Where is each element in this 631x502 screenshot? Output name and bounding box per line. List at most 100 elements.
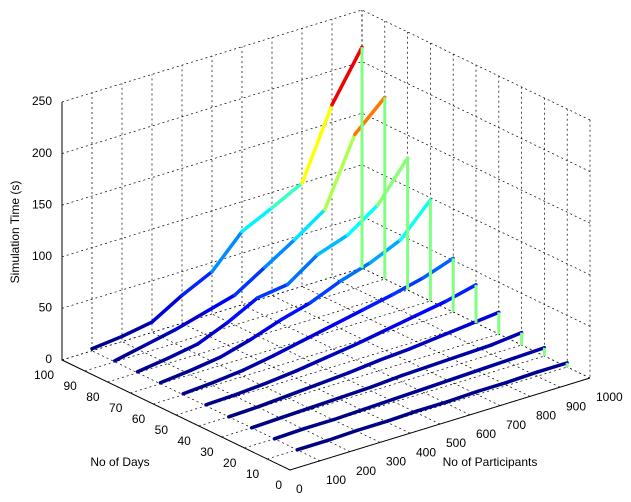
grid-line (91, 92, 321, 462)
line-segment (272, 426, 307, 441)
line-segment (294, 355, 328, 373)
grid-line (267, 109, 568, 460)
line-segment (323, 132, 357, 212)
line-segment (317, 371, 351, 386)
line-segment (180, 269, 214, 298)
line-segment (143, 328, 177, 348)
grid-line (181, 65, 411, 434)
line-segment (445, 389, 479, 404)
line-segment (279, 405, 314, 420)
z-tick-label: 50 (39, 301, 53, 315)
line-segment (339, 385, 374, 399)
line-segment (158, 368, 193, 385)
x-tick-label: 200 (356, 464, 376, 478)
grid-line (211, 56, 441, 425)
line-segment (331, 307, 365, 327)
y-tick-label: 30 (200, 445, 214, 459)
line-segment (120, 320, 154, 339)
y-tick-label: 20 (223, 456, 237, 470)
line-segment (135, 356, 170, 374)
line-segment (278, 300, 313, 322)
line-segment (241, 354, 275, 372)
line-segment (362, 397, 397, 411)
line-segment (398, 198, 433, 242)
line-segment (257, 393, 291, 409)
line-segment (287, 382, 321, 398)
line-segment (325, 428, 359, 443)
grid-line (289, 120, 591, 471)
line-segment (188, 355, 223, 373)
y-tick-label: 90 (63, 379, 77, 393)
line-segment (361, 292, 395, 312)
line-segment (309, 395, 344, 410)
x-tick-label: 700 (506, 418, 526, 432)
line-segment (415, 399, 449, 413)
line-segment (330, 45, 364, 107)
line-segment (505, 370, 539, 385)
line-segment (240, 206, 274, 234)
y-tick-label: 40 (177, 434, 191, 448)
y-tick-label: 50 (155, 423, 169, 437)
grid-line (271, 37, 501, 406)
line-segment (489, 330, 524, 347)
x-tick-label: 800 (536, 409, 556, 423)
line-segment (347, 358, 381, 375)
line-segment (234, 381, 268, 397)
line-segment (414, 299, 448, 318)
line-segment (181, 380, 215, 396)
x-tick-label: 100 (326, 473, 346, 487)
line-segment (285, 252, 320, 287)
line-segment (308, 279, 343, 305)
z-tick-label: 200 (32, 146, 52, 160)
line-segment (195, 320, 230, 346)
grid-line (241, 46, 471, 416)
line-segment (173, 310, 207, 332)
x-tick-label: 500 (446, 436, 466, 450)
grid-line (175, 65, 477, 416)
line-segment (255, 282, 290, 300)
y-tick-label: 80 (86, 390, 100, 404)
line-segment (384, 313, 418, 332)
line-segment (369, 373, 404, 389)
line-segment (302, 417, 337, 431)
line-segment (315, 233, 350, 257)
line-segment (422, 376, 457, 391)
line-segment (375, 156, 410, 208)
line-segment (249, 415, 284, 430)
line-segment (354, 328, 388, 347)
grid-line (198, 76, 500, 427)
y-axis-label: No of Days (90, 455, 149, 469)
line-segment (150, 293, 184, 324)
line-segment (263, 237, 297, 270)
x-tick-label: 300 (386, 455, 406, 469)
line-segment (421, 256, 455, 280)
grid-line (244, 98, 545, 449)
grid-line (151, 74, 381, 443)
line-segment (227, 404, 261, 419)
x-axis-label: No of Participants (443, 455, 538, 469)
x-tick-label: 400 (416, 445, 436, 459)
x-tick-label: 600 (476, 427, 496, 441)
y-tick-label: 10 (246, 467, 260, 481)
grid-line (121, 83, 351, 452)
z-tick-label: 150 (32, 197, 52, 211)
x-tick-label: 900 (566, 399, 586, 413)
line-segment (332, 407, 367, 422)
y-tick-label: 100 (34, 368, 54, 382)
line-segment (90, 334, 124, 351)
x-tick-label: 1000 (596, 390, 623, 404)
line-segment (512, 345, 547, 360)
line-segment (452, 366, 487, 381)
line-segment (300, 103, 334, 185)
z-tick-label: 100 (32, 249, 52, 263)
line-segment (248, 318, 283, 342)
line-segment (218, 337, 253, 359)
y-tick-label: 0 (275, 478, 282, 492)
line-segment (211, 368, 245, 385)
line-segment (293, 207, 327, 242)
line-segment (203, 293, 237, 315)
z-tick-label: 0 (45, 352, 52, 366)
line-segment (204, 392, 238, 407)
line-segment (535, 361, 569, 374)
